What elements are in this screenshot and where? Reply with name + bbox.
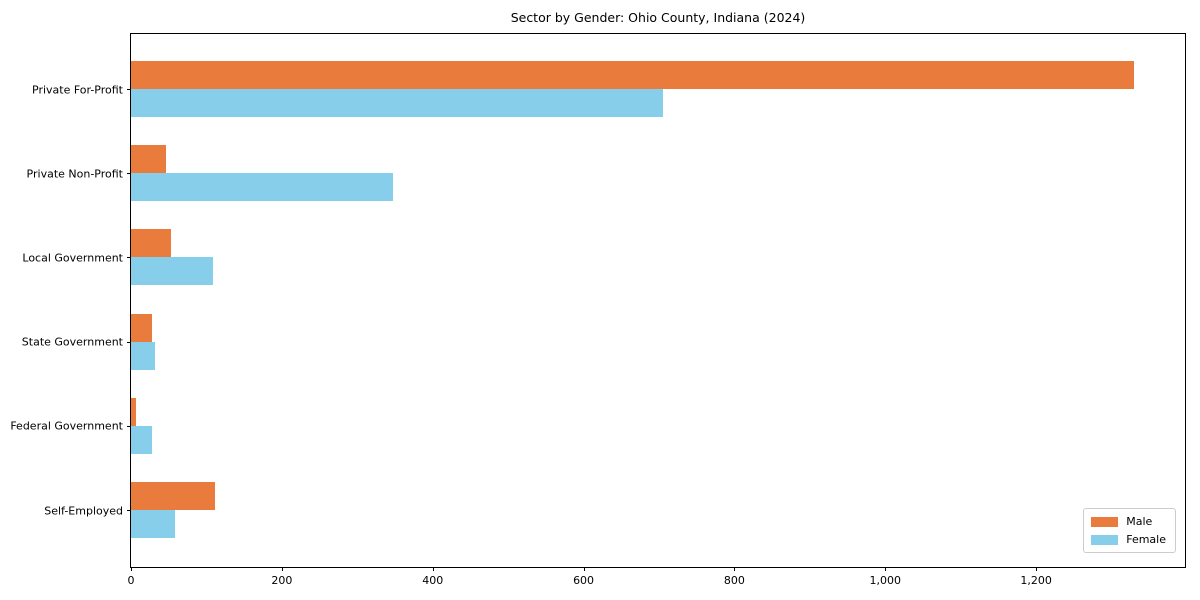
bar-group-private-for-profit <box>131 61 1185 117</box>
xtick-mark-800 <box>734 567 736 571</box>
bar-male-private-for-profit <box>131 61 1134 89</box>
legend: Male Female <box>1083 508 1176 553</box>
bar-female-federal-government <box>131 425 153 454</box>
bar-group-self-employed <box>131 482 1185 538</box>
ytick-mark-private-for-profit <box>127 89 131 90</box>
xtick-mark-600 <box>583 567 585 571</box>
legend-swatch-female-icon <box>1091 534 1119 545</box>
ytick-label-private-non-profit: Private Non-Profit <box>26 167 123 181</box>
ytick-mark-state-government <box>127 341 131 343</box>
bar-male-federal-government <box>131 397 136 426</box>
xtick-label-800: 800 <box>723 574 745 587</box>
bar-female-self-employed <box>131 510 175 538</box>
ytick-label-self-employed: Self-Employed <box>44 504 123 517</box>
ytick-mark-local-government <box>127 257 131 259</box>
xtick-mark-1200 <box>1036 567 1038 571</box>
bar-female-local-government <box>131 257 214 286</box>
xtick-label-1000: 1,000 <box>869 574 902 587</box>
bar-male-local-government <box>131 229 171 258</box>
bar-female-private-for-profit <box>131 89 663 117</box>
ytick-label-federal-government: Federal Government <box>10 419 123 433</box>
bar-male-self-employed <box>131 482 215 510</box>
bar-female-state-government <box>131 341 156 370</box>
bar-group-private-non-profit <box>131 145 1185 202</box>
plot-area: Male Female Private For-Profit Private No… <box>10 33 1186 587</box>
xtick-mark-200 <box>281 567 283 571</box>
legend-item-female: Female <box>1091 533 1166 546</box>
bar-female-private-non-profit <box>131 173 393 202</box>
xtick-mark-1000 <box>885 567 887 571</box>
legend-swatch-male-icon <box>1091 516 1119 527</box>
xtick-mark-400 <box>432 567 434 571</box>
bar-male-private-non-profit <box>131 145 166 174</box>
legend-item-male: Male <box>1091 515 1166 528</box>
bar-group-federal-government <box>131 397 1185 454</box>
bar-male-state-government <box>131 313 153 342</box>
ytick-mark-federal-government <box>127 425 131 427</box>
ytick-label-local-government: Local Government <box>22 251 123 265</box>
ytick-mark-private-non-profit <box>127 173 131 175</box>
xtick-label-0: 0 <box>127 574 135 587</box>
legend-label-male: Male <box>1126 515 1153 528</box>
ytick-label-state-government: State Government <box>21 335 123 349</box>
ytick-label-private-for-profit: Private For-Profit <box>32 83 123 96</box>
xtick-label-600: 600 <box>573 574 595 587</box>
bar-group-local-government <box>131 229 1185 286</box>
chart-title: Sector by Gender: Ohio County, Indiana (… <box>510 10 806 25</box>
xtick-mark-0 <box>131 567 132 571</box>
ytick-mark-self-employed <box>127 510 131 511</box>
xtick-label-400: 400 <box>422 574 444 587</box>
xtick-label-200: 200 <box>271 574 293 587</box>
xtick-label-1200: 1,200 <box>1020 574 1052 587</box>
legend-label-female: Female <box>1126 533 1166 546</box>
bar-group-state-government <box>131 313 1185 370</box>
